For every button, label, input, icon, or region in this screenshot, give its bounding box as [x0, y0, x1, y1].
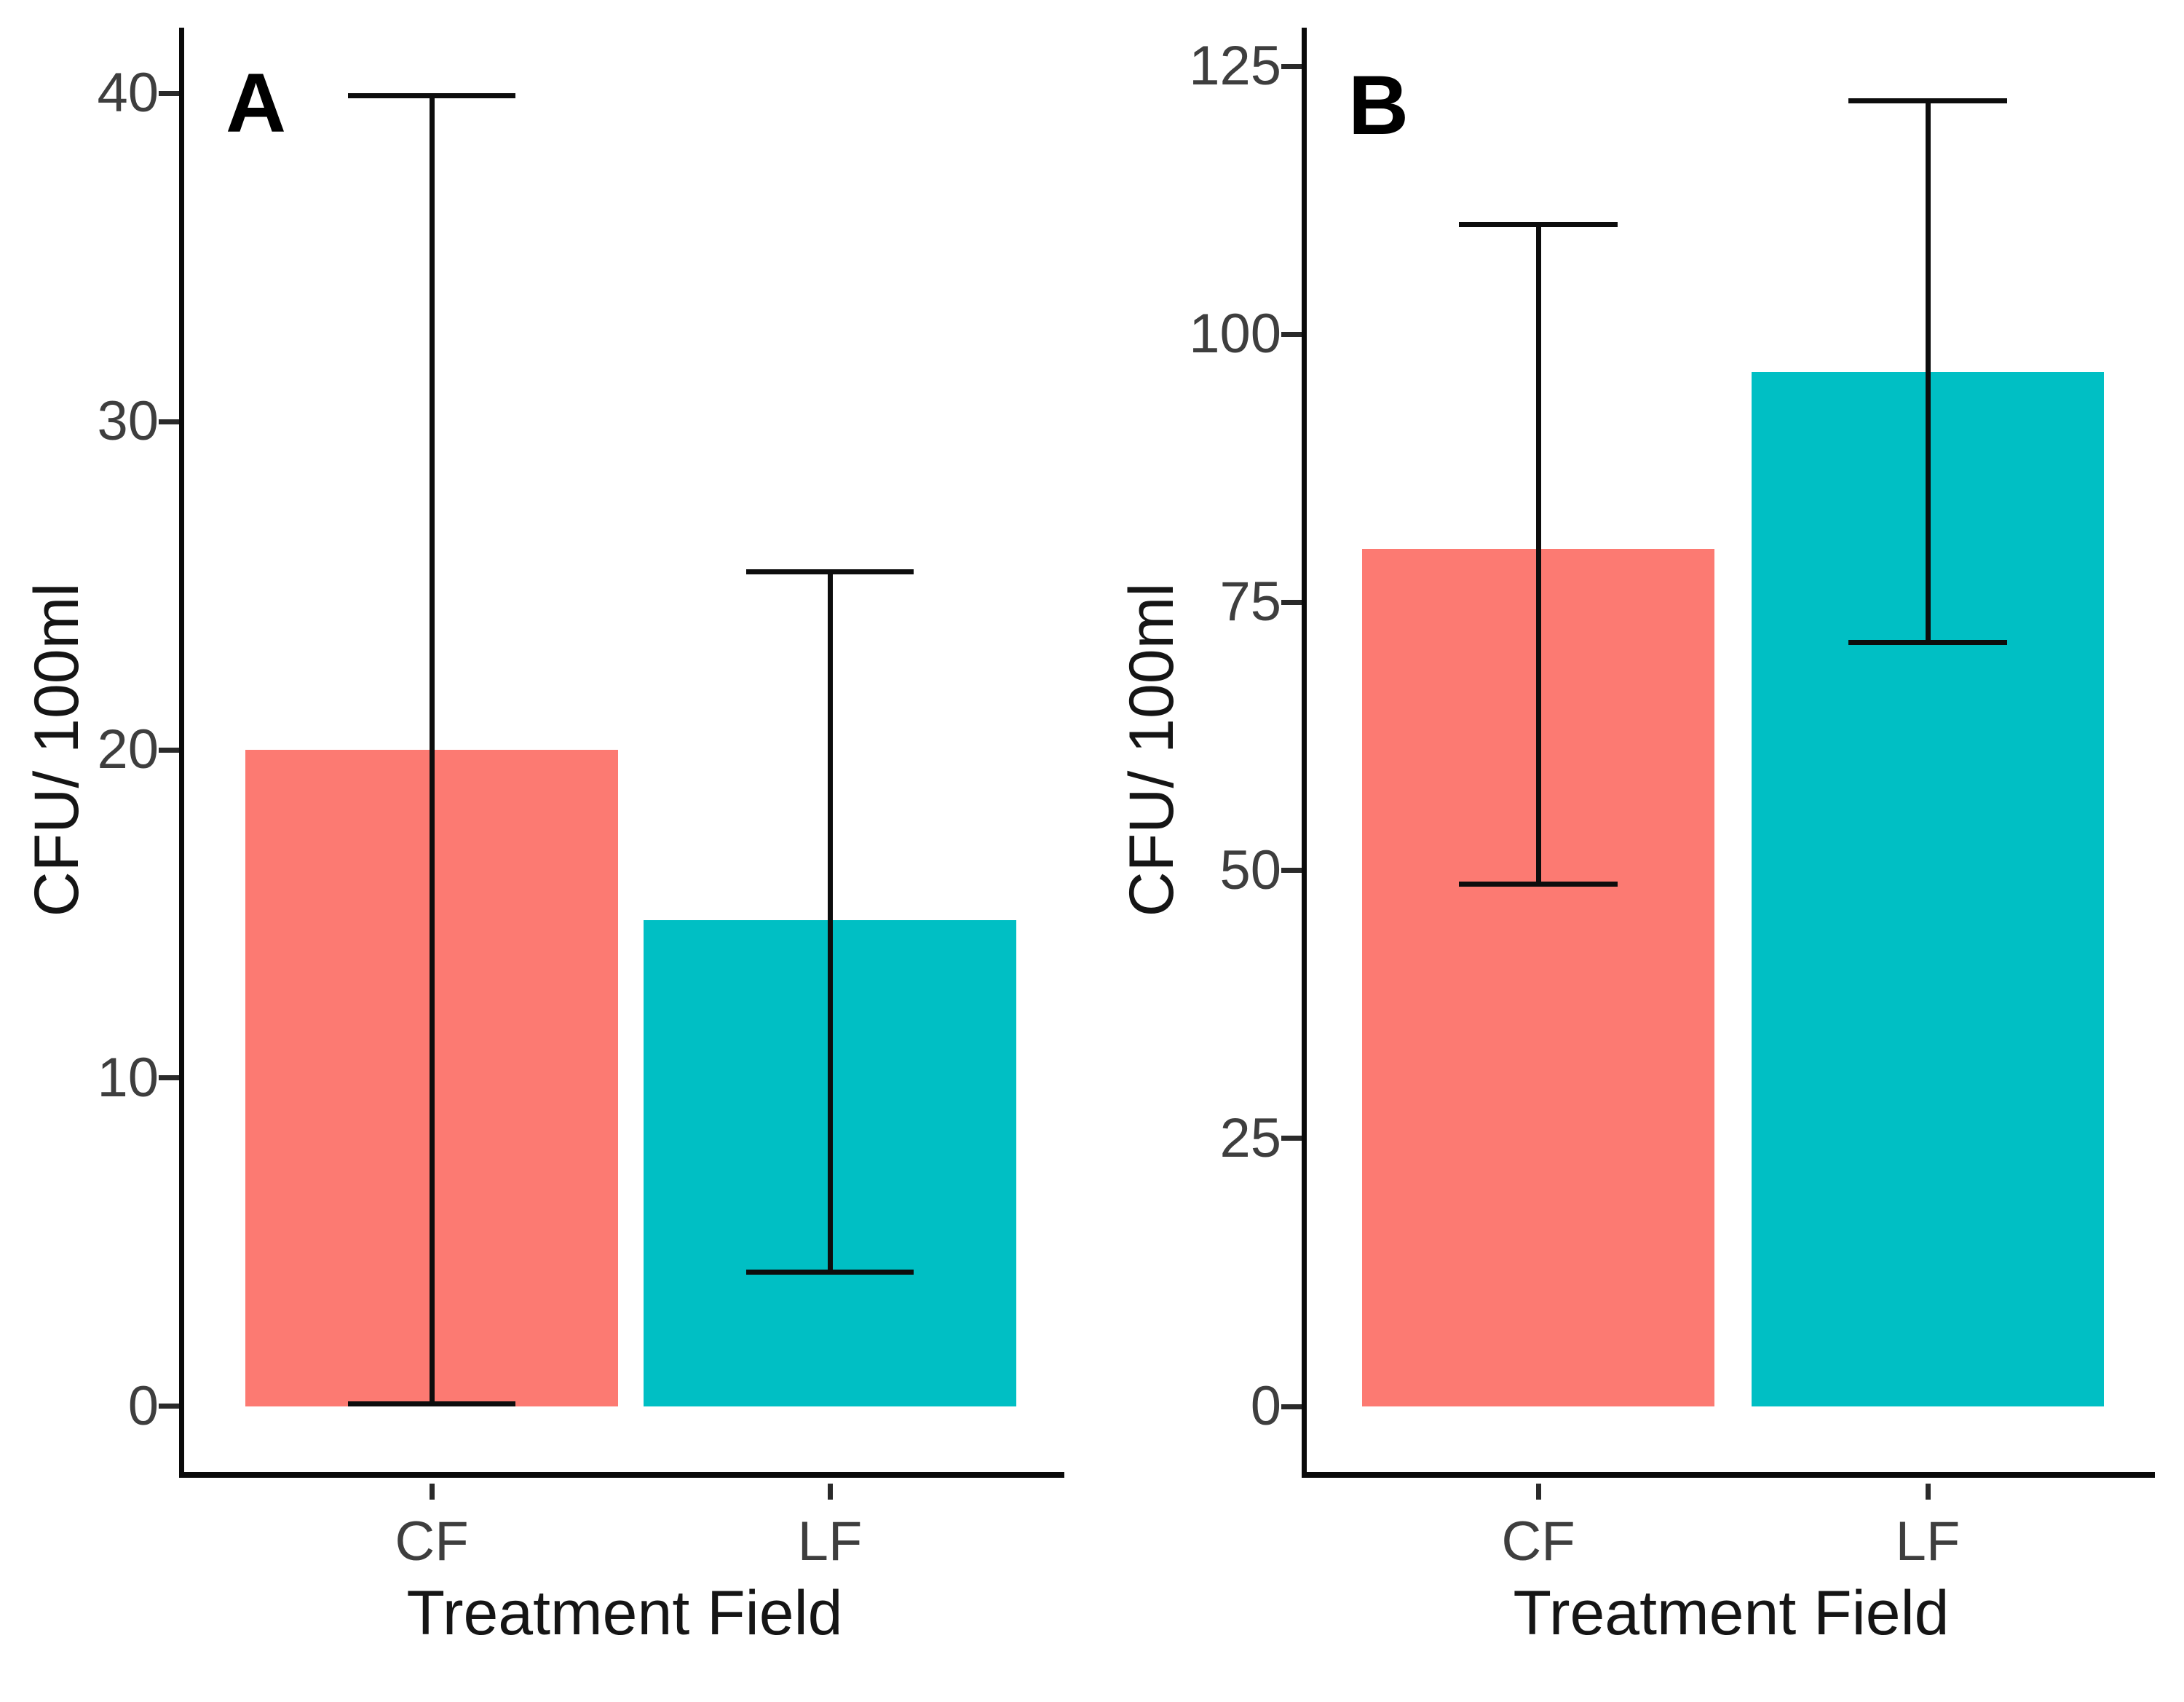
y-tick-label: 0: [1250, 1375, 1281, 1438]
x-category-label: CF: [395, 1511, 469, 1572]
error-bar: [827, 569, 833, 1275]
plot-area-b: 0 25 50 75 100 125 CF LF: [1189, 28, 2155, 1572]
x-category-label: CF: [1501, 1511, 1575, 1572]
y-tick-mark: [159, 90, 179, 96]
y-axis-line: [1302, 28, 1307, 1472]
y-tick-label: 50: [1219, 839, 1281, 901]
y-tick-label: 100: [1189, 303, 1281, 365]
x-axis-line: [1302, 1472, 2155, 1478]
panel-b: B CFU/ 100ml 0 25 50 75 100 125 CF LF Treatment…: [1092, 0, 2184, 1702]
y-tick-label: 125: [1189, 35, 1281, 98]
y-tick-mark: [159, 419, 179, 424]
y-tick-mark: [1281, 63, 1302, 69]
y-tick-label: 30: [97, 390, 159, 453]
error-cap-top: [348, 93, 515, 99]
y-tick-mark: [1281, 331, 1302, 337]
error-cap-top: [1848, 98, 2007, 104]
error-cap-bottom: [1459, 881, 1618, 887]
y-tick-mark: [1281, 1136, 1302, 1141]
error-bar: [429, 93, 435, 1406]
panel-label-b: B: [1348, 59, 1409, 152]
x-tick-mark: [1925, 1484, 1931, 1500]
error-cap-top: [1459, 221, 1618, 227]
plot-area-a: 0 10 20 30 40 CF LF: [97, 28, 1064, 1572]
panel-label-a: A: [226, 57, 287, 150]
error-cap-bottom: [348, 1401, 515, 1406]
error-bar: [1925, 98, 1931, 646]
x-tick-mark: [1535, 1484, 1541, 1500]
y-tick-mark: [1281, 599, 1302, 605]
error-cap-bottom: [746, 1270, 914, 1275]
y-tick-label: 0: [127, 1374, 159, 1437]
y-tick-label: 40: [97, 62, 159, 124]
x-tick-mark: [429, 1484, 435, 1500]
y-axis-title: CFU/ 100ml: [1117, 582, 1187, 917]
y-tick-mark: [1281, 868, 1302, 874]
x-axis-title: Treatment Field: [1513, 1578, 1950, 1648]
x-axis-title: Treatment Field: [406, 1578, 843, 1648]
y-tick-label: 20: [97, 719, 159, 780]
error-bar: [1535, 221, 1541, 887]
y-tick-label: 75: [1219, 571, 1281, 633]
y-tick-mark: [1281, 1404, 1302, 1409]
y-axis-line: [179, 28, 184, 1472]
y-tick-label: 10: [97, 1046, 159, 1109]
error-cap-bottom: [1848, 640, 2007, 646]
panel-a: A CFU/ 100ml 0 10 20 30 40 CF LF Treatment Fie…: [22, 28, 1064, 1648]
y-tick-mark: [159, 1075, 179, 1081]
x-category-label: LF: [797, 1511, 863, 1572]
y-tick-mark: [159, 1404, 179, 1409]
y-tick-label: 25: [1219, 1107, 1281, 1169]
x-category-label: LF: [1895, 1511, 1961, 1572]
x-tick-mark: [827, 1484, 833, 1500]
error-cap-top: [746, 569, 914, 574]
y-tick-mark: [159, 747, 179, 753]
x-axis-line: [179, 1472, 1064, 1478]
